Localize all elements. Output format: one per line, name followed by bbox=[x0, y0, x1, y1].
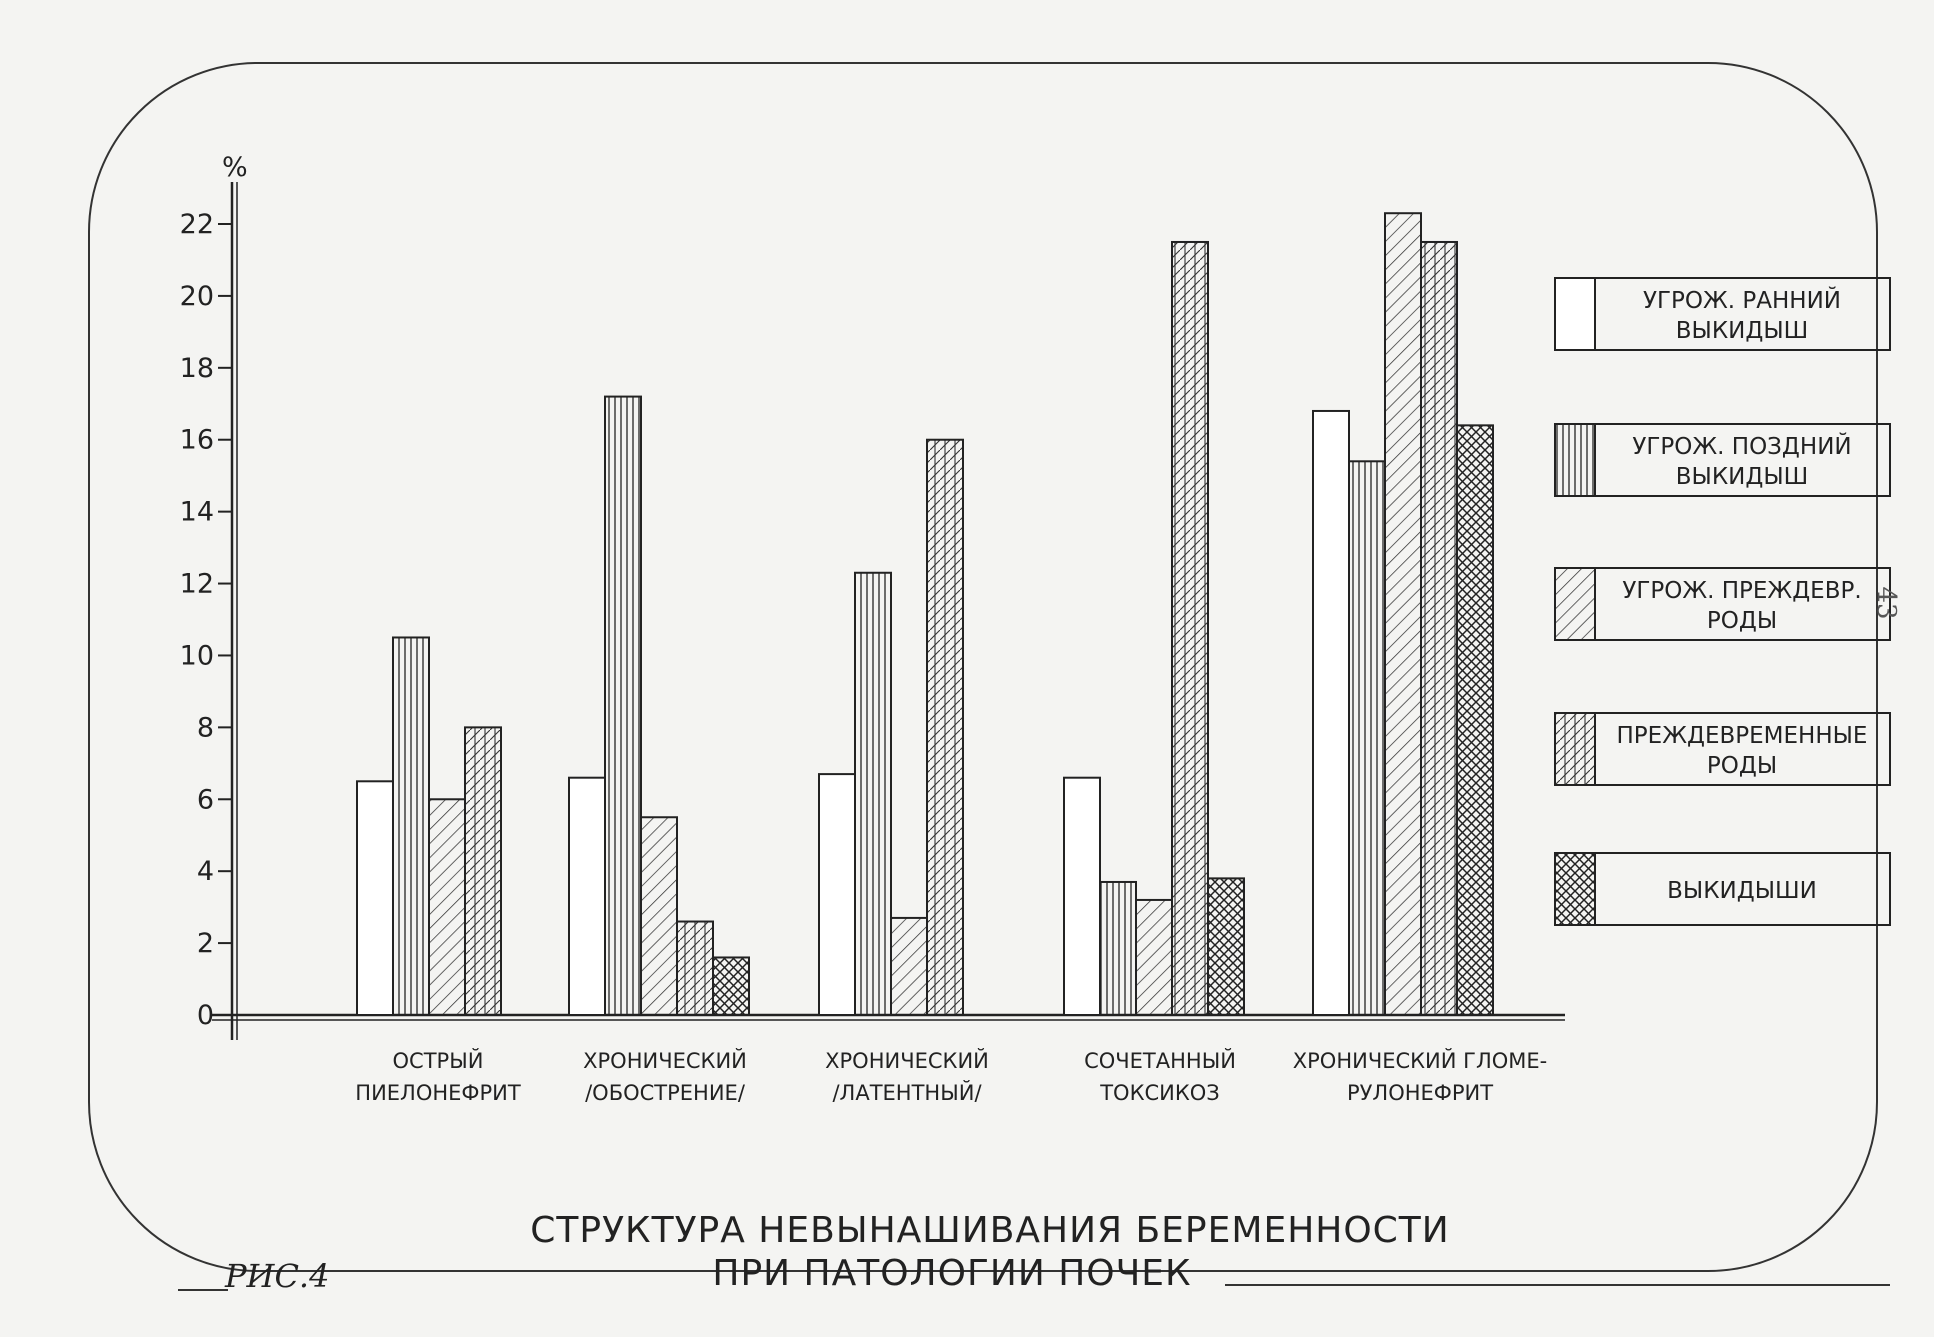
figure-frame bbox=[88, 62, 1878, 1272]
category-label: /ОБОСТРЕНИЕ/ bbox=[585, 1081, 746, 1105]
category-label: ТОКСИКОЗ bbox=[1099, 1081, 1220, 1105]
y-tick-label: 12 bbox=[180, 569, 214, 600]
bar bbox=[890, 916, 928, 1016]
y-tick-label: 2 bbox=[197, 928, 214, 959]
chart-title: СТРУКТУРА НЕВЫНАШИВАНИЯ БЕРЕМЕННОСТИ bbox=[530, 1210, 1449, 1251]
category-label: ХРОНИЧЕСКИЙ bbox=[583, 1048, 747, 1073]
category-label: РУЛОНЕФРИТ bbox=[1347, 1081, 1493, 1105]
legend-box bbox=[1594, 277, 1891, 351]
legend-item: ВЫКИДЫШИ bbox=[1554, 852, 1891, 926]
category-label: ПИЕЛОНЕФРИТ bbox=[355, 1081, 521, 1105]
y-tick-label: 16 bbox=[180, 425, 214, 456]
legend-label: ПРЕЖДЕВРЕМЕННЫЕ bbox=[1617, 723, 1868, 749]
y-tick-label: 20 bbox=[180, 281, 214, 312]
legend-item: УГРОЖ. РАННИЙ ВЫКИДЫШ bbox=[1554, 277, 1891, 351]
legend-item: УГРОЖ. ПОЗДНИЙ ВЫКИДЫШ bbox=[1554, 423, 1891, 497]
bar bbox=[1348, 460, 1386, 1016]
y-tick-label: 8 bbox=[197, 712, 214, 743]
bar bbox=[428, 798, 466, 1016]
legend-swatch bbox=[1554, 712, 1596, 786]
legend-item: УГРОЖ. ПРЕЖДЕВР. РОДЫ bbox=[1554, 567, 1891, 641]
legend-label: РОДЫ bbox=[1707, 753, 1777, 779]
legend-label: УГРОЖ. ПРЕЖДЕВР. bbox=[1622, 578, 1861, 604]
y-tick-label: 10 bbox=[180, 640, 214, 671]
chart-subtitle: ПРИ ПАТОЛОГИИ ПОЧЕК bbox=[712, 1253, 1191, 1294]
bar bbox=[464, 726, 502, 1016]
bar bbox=[926, 438, 964, 1016]
bar bbox=[392, 636, 430, 1017]
legend-label: УГРОЖ. РАННИЙ bbox=[1643, 286, 1841, 314]
legend-item: ПРЕЖДЕВРЕМЕННЫЕ РОДЫ bbox=[1554, 712, 1891, 786]
bar bbox=[818, 773, 856, 1017]
bar bbox=[568, 776, 606, 1017]
category-label: СОЧЕТАННЫЙ bbox=[1084, 1048, 1236, 1073]
legend-label: ВЫКИДЫШ bbox=[1676, 318, 1808, 344]
bar bbox=[712, 956, 750, 1016]
figure-label: РИС.4 bbox=[224, 1257, 329, 1295]
legend-swatch bbox=[1554, 567, 1596, 641]
category-labels: ОСТРЫЙ ПИЕЛОНЕФРИТ ХРОНИЧЕСКИЙ/ОБОСТРЕНИЕ/… bbox=[355, 1048, 1547, 1105]
category-label: /ЛАТЕНТНЫЙ/ bbox=[832, 1080, 982, 1105]
bar bbox=[1207, 877, 1245, 1017]
bar bbox=[640, 816, 678, 1016]
legend-box bbox=[1594, 423, 1891, 497]
bar bbox=[676, 920, 714, 1017]
chart-legend: УГРОЖ. РАННИЙ ВЫКИДЫШ УГРОЖ. ПОЗДНИЙ ВЫКИДЫ… bbox=[1554, 277, 1891, 926]
legend-label: ВЫКИДЫШИ bbox=[1667, 878, 1817, 904]
y-tick-label: 0 bbox=[197, 1000, 214, 1031]
chart-bars bbox=[356, 212, 1494, 1017]
bar bbox=[854, 571, 892, 1016]
bar bbox=[1312, 409, 1350, 1016]
category-label: ХРОНИЧЕСКИЙ bbox=[825, 1048, 989, 1073]
legend-swatch bbox=[1554, 852, 1596, 926]
legend-label: ВЫКИДЫШ bbox=[1676, 464, 1808, 490]
y-tick-label: 18 bbox=[180, 353, 214, 384]
y-tick-label: 6 bbox=[197, 784, 214, 815]
legend-label: РОДЫ bbox=[1707, 608, 1777, 634]
bar bbox=[1135, 898, 1173, 1016]
legend-box bbox=[1594, 567, 1891, 641]
bar bbox=[356, 780, 394, 1017]
bar bbox=[1063, 776, 1101, 1017]
legend-box bbox=[1594, 852, 1891, 926]
bar bbox=[1384, 212, 1422, 1017]
legend-swatch bbox=[1554, 423, 1596, 497]
bar bbox=[1420, 240, 1458, 1016]
y-axis-label: % bbox=[222, 152, 248, 183]
legend-swatch bbox=[1554, 277, 1596, 351]
category-label: ОСТРЫЙ bbox=[393, 1048, 484, 1073]
category-label: ХРОНИЧЕСКИЙ ГЛОМЕ- bbox=[1293, 1048, 1548, 1073]
legend-box bbox=[1594, 712, 1891, 786]
bar bbox=[604, 395, 642, 1016]
y-tick-label: 14 bbox=[180, 497, 214, 528]
bar bbox=[1171, 240, 1209, 1016]
y-tick-label: 4 bbox=[197, 856, 214, 887]
bar bbox=[1099, 880, 1137, 1017]
chart-axes: 0 2 4 6 8 10 12 14 16 18 20 22 bbox=[180, 182, 1565, 1040]
y-tick-label: 22 bbox=[180, 209, 214, 240]
page-number: 43 bbox=[1871, 586, 1901, 619]
bar bbox=[1456, 424, 1494, 1016]
legend-label: УГРОЖ. ПОЗДНИЙ bbox=[1632, 432, 1851, 460]
